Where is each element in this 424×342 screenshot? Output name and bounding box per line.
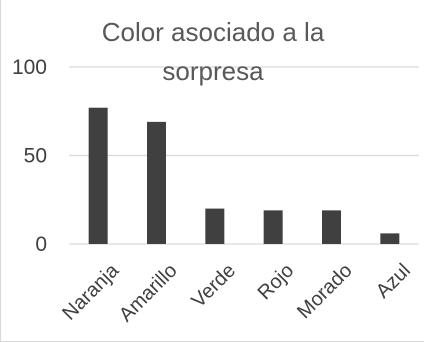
bar-naranja (88, 107, 108, 245)
x-category-label-verde: Verde (187, 260, 240, 313)
bar-verde (205, 208, 225, 244)
gridlines (69, 66, 419, 245)
x-category-label-rojo: Rojo (254, 260, 299, 305)
x-category-label-amarillo: Amarillo (115, 260, 182, 327)
y-tick-label-50: 50 (24, 145, 47, 168)
chart-title-line-1: Color asociado a la (102, 17, 325, 47)
chart-title-line-2: sorpresa (162, 56, 264, 86)
x-category-label-naranja: Naranja (58, 259, 124, 325)
y-axis-ticks: 0 50 100 (12, 56, 47, 256)
bar-azul (380, 233, 400, 244)
y-tick-label-100: 100 (12, 56, 47, 79)
bar-amarillo (147, 121, 166, 244)
bar-morado (322, 210, 341, 244)
x-category-label-azul: Azul (372, 260, 415, 303)
bars (88, 107, 400, 245)
x-category-label-morado: Morado (293, 260, 357, 324)
bar-rojo (263, 210, 283, 244)
y-tick-label-0: 0 (35, 233, 47, 256)
